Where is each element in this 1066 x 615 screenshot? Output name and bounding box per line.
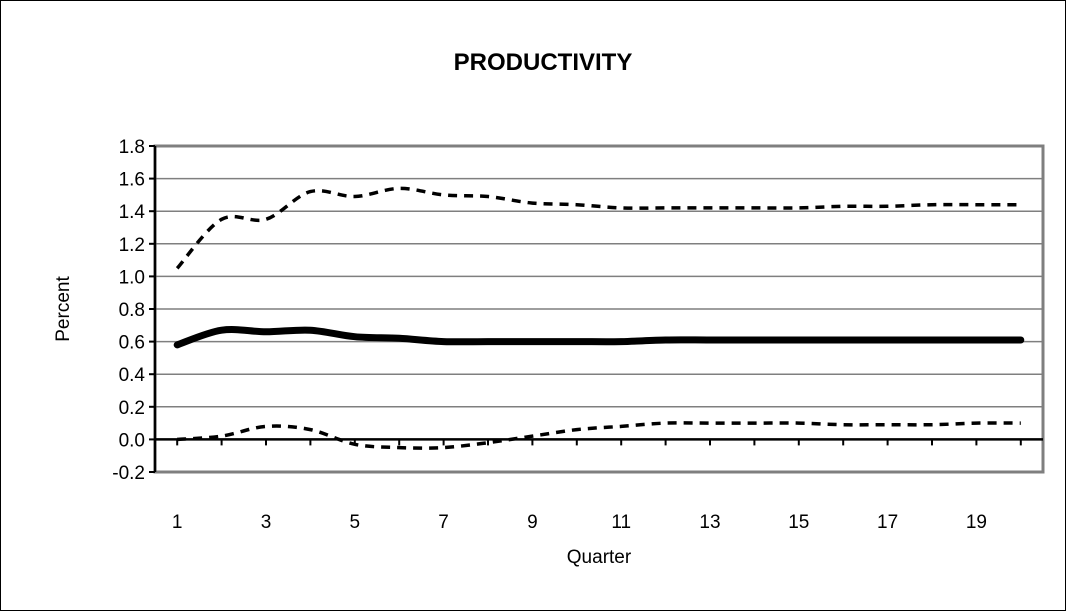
x-tick-label: 1: [172, 512, 183, 533]
x-tick-label: 7: [438, 512, 449, 533]
y-tick-label: 1.0: [119, 267, 145, 288]
y-axis-label: Percent: [53, 276, 74, 342]
y-tick-label: 1.8: [119, 137, 145, 158]
y-tick-label: 1.2: [119, 235, 145, 256]
series-line-upper-band: [175, 186, 1021, 270]
x-tick-label: 11: [611, 512, 631, 533]
x-tick-label: 3: [261, 512, 272, 533]
x-tick-label: 17: [877, 512, 898, 533]
series-line-lower-band: [177, 421, 1021, 450]
series-lines: [173, 186, 1025, 450]
y-tick-label: 0.4: [119, 365, 146, 386]
y-tick-label: 0.8: [119, 300, 145, 321]
series-line-estimate: [173, 326, 1025, 349]
y-tick-label: 0.6: [119, 333, 145, 354]
x-tick-label: 15: [788, 512, 809, 533]
y-tick-label: 1.6: [119, 170, 145, 191]
y-tick-label: -0.2: [112, 463, 145, 484]
y-tick-label: 1.4: [119, 202, 146, 223]
y-tick-label: 0.0: [119, 430, 145, 451]
axes: [149, 145, 1043, 473]
tick-labels: -0.20.00.20.40.60.81.01.21.41.61.81 3 5 7 9 1…: [112, 137, 987, 533]
x-tick-label: 5: [350, 512, 361, 533]
y-tick-label: 0.2: [119, 398, 145, 419]
x-tick-label: 9: [527, 512, 538, 533]
x-tick-label: 13: [699, 512, 720, 533]
x-tick-label: 19: [966, 512, 987, 533]
chart-title: PRODUCTIVITY: [454, 49, 633, 76]
x-axis-label: Quarter: [567, 547, 632, 568]
